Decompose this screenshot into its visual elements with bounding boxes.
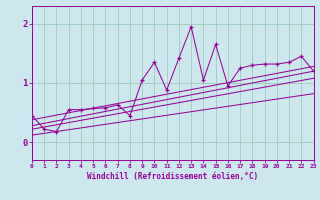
X-axis label: Windchill (Refroidissement éolien,°C): Windchill (Refroidissement éolien,°C) xyxy=(87,172,258,181)
